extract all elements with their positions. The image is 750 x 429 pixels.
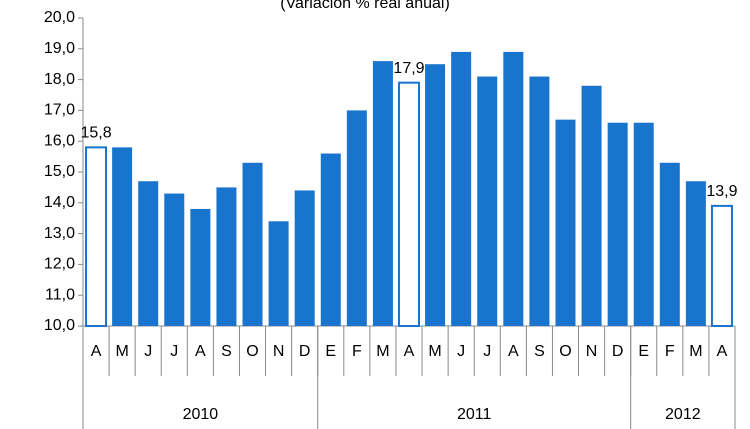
x-tick-label: D <box>612 343 624 360</box>
y-tick-label: 12,0 <box>44 256 75 273</box>
y-tick-label: 20,0 <box>44 9 75 26</box>
x-tick-label: M <box>689 343 702 360</box>
bar <box>346 110 367 327</box>
x-tick-label: S <box>221 343 232 360</box>
x-tick-label: J <box>483 343 491 360</box>
group-label: 2010 <box>183 406 219 423</box>
y-tick-label: 19,0 <box>44 40 75 57</box>
bar <box>633 122 654 326</box>
data-label: 17,9 <box>393 60 424 77</box>
group-label: 2011 <box>457 406 492 423</box>
y-tick-label: 11,0 <box>45 286 75 303</box>
x-tick-label: J <box>457 343 465 360</box>
x-tick-label: A <box>404 343 415 360</box>
bar <box>555 119 576 326</box>
x-tick-label: J <box>170 343 178 360</box>
bar <box>685 181 706 326</box>
bar <box>529 76 550 327</box>
y-tick-label: 18,0 <box>44 71 75 88</box>
chart-subtitle: (Variación % real anual) <box>280 0 450 12</box>
y-tick-label: 13,0 <box>44 225 75 242</box>
bar <box>268 221 289 326</box>
bar <box>398 81 420 328</box>
bar <box>320 153 341 326</box>
y-tick-label: 15,0 <box>44 163 75 180</box>
bar <box>659 162 680 326</box>
bar <box>477 76 498 327</box>
bar <box>710 204 733 328</box>
bar <box>216 187 237 326</box>
x-tick-label: A <box>195 343 206 360</box>
bar <box>294 190 315 326</box>
x-tick-label: E <box>325 343 336 360</box>
x-tick-label: A <box>508 343 519 360</box>
x-tick-label: O <box>559 343 571 360</box>
x-tick-label: A <box>91 343 102 360</box>
x-tick-label: N <box>273 343 285 360</box>
bar <box>372 61 393 327</box>
y-tick-label: 17,0 <box>44 102 75 119</box>
x-tick-label: O <box>246 343 258 360</box>
y-tick-label: 16,0 <box>44 132 75 149</box>
x-tick-label: E <box>638 343 649 360</box>
x-tick-label: N <box>586 343 598 360</box>
bar <box>164 193 185 326</box>
bar <box>112 147 133 326</box>
bar <box>451 51 472 326</box>
x-tick-label: M <box>428 343 441 360</box>
data-label: 13,9 <box>706 183 737 200</box>
bar <box>607 122 628 326</box>
x-tick-label: F <box>352 343 362 360</box>
x-tick-label: S <box>534 343 545 360</box>
x-tick-label: A <box>717 343 728 360</box>
x-tick-label: D <box>299 343 311 360</box>
bar <box>85 146 108 327</box>
bar <box>190 208 211 326</box>
bar <box>242 162 263 326</box>
x-tick-label: M <box>115 343 128 360</box>
x-tick-label: M <box>376 343 389 360</box>
bar <box>581 85 602 326</box>
y-tick-label: 14,0 <box>44 194 75 211</box>
bar <box>503 51 524 326</box>
y-tick-label: 10,0 <box>44 317 75 334</box>
data-label: 15,8 <box>80 125 111 142</box>
bar <box>138 181 159 326</box>
bar <box>425 64 446 326</box>
x-tick-label: F <box>665 343 675 360</box>
x-tick-label: J <box>144 343 152 360</box>
group-label: 2012 <box>665 406 701 423</box>
